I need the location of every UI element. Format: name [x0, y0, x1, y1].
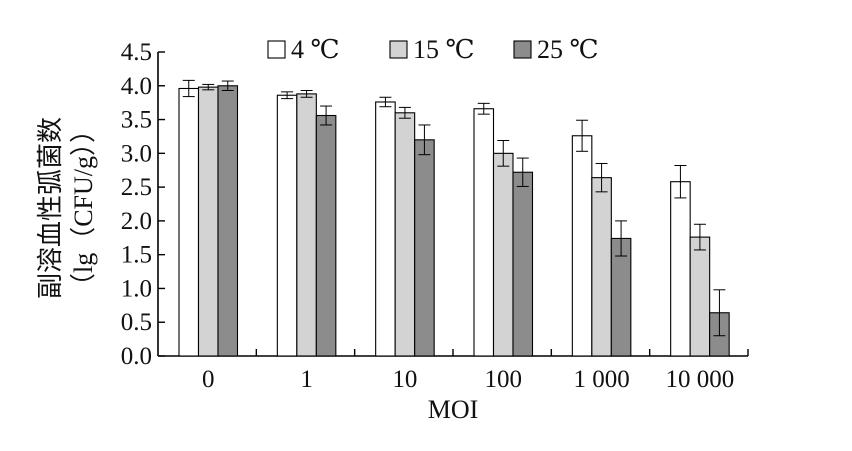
- x-axis: 0 1 10 100 1 000 10 000: [158, 349, 749, 393]
- bar: [375, 101, 396, 357]
- legend: 4 ℃ 15 ℃ 25 ℃: [267, 35, 599, 64]
- legend-swatch: [389, 40, 408, 59]
- x-tick-label: 10: [392, 366, 417, 393]
- bar: [473, 108, 495, 357]
- bars: [178, 79, 730, 357]
- bar: [296, 93, 317, 357]
- bar: [512, 171, 534, 357]
- legend-label: 4 ℃: [291, 35, 340, 64]
- y-tick-label: 3.5: [121, 107, 152, 134]
- legend-label: 15 ℃: [413, 35, 475, 64]
- bar: [394, 112, 416, 357]
- x-tick-label: 1: [300, 366, 313, 393]
- bar: [571, 135, 593, 357]
- x-tick-label: 10 000: [666, 366, 735, 393]
- bar: [689, 236, 711, 357]
- y-tick-label: 0.0: [121, 343, 152, 370]
- y-tick-label: 0.5: [121, 309, 152, 336]
- y-tick-label: 2.5: [121, 174, 152, 201]
- y-tick-label: 3.0: [121, 140, 152, 167]
- bar: [492, 152, 514, 357]
- bar: [276, 94, 298, 357]
- legend-swatch: [513, 40, 532, 59]
- x-tick-label: 100: [485, 366, 523, 393]
- bar: [591, 177, 612, 357]
- y-axis-title-line1: 副溶血性弧菌数: [36, 117, 65, 299]
- x-tick-label: 0: [202, 366, 215, 393]
- y-tick-label: 1.5: [121, 242, 152, 269]
- x-tick-label: 1 000: [573, 366, 629, 393]
- y-axis: 0.0 0.5 1.0 1.5 2.0 2.5 3.0 3.5 4.0 4.5: [121, 39, 165, 370]
- bar: [670, 181, 691, 357]
- y-axis-title-line2: （lg（CFU/g））: [69, 117, 98, 299]
- bar: [414, 139, 435, 357]
- y-tick-label: 4.5: [121, 39, 152, 66]
- legend-swatch: [267, 40, 286, 59]
- y-tick-label: 2.0: [121, 208, 152, 235]
- legend-label: 25 ℃: [537, 35, 599, 64]
- x-axis-title: MOI: [428, 395, 479, 424]
- y-tick-label: 1.0: [121, 275, 152, 302]
- bar: [315, 114, 337, 357]
- bar: [197, 86, 219, 357]
- y-tick-label: 4.0: [121, 73, 152, 100]
- bar: [178, 87, 200, 357]
- bar: [217, 85, 239, 357]
